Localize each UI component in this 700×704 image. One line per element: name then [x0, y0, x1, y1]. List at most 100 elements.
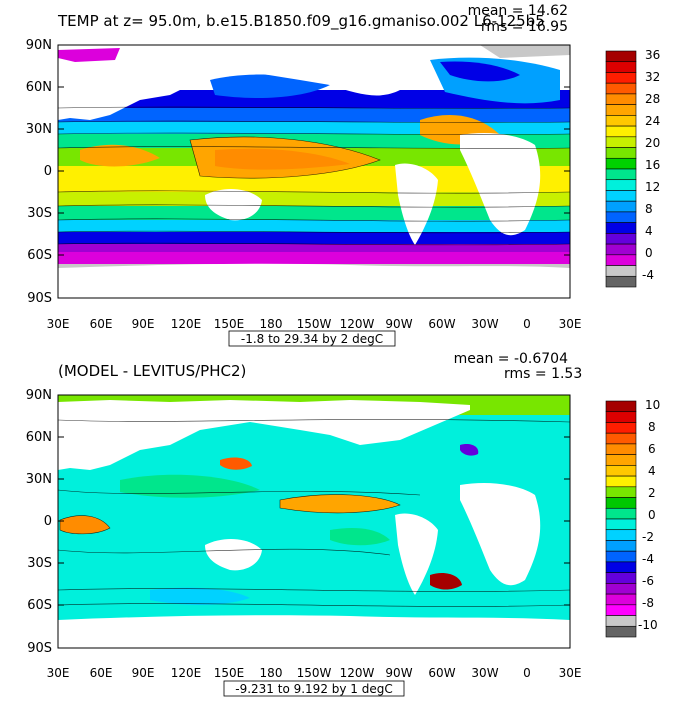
lon-label: 90W: [385, 317, 412, 331]
lat-label: 90S: [27, 291, 52, 306]
colorbar-swatch: [605, 604, 637, 616]
lon-label: 150E: [214, 317, 245, 331]
panel-title: (MODEL - LEVITUS/PHC2): [58, 362, 246, 380]
lon-label: 150W: [297, 666, 332, 680]
lat-label: 60S: [27, 248, 52, 263]
lon-label: 90E: [132, 666, 155, 680]
colorbar-label: -2: [642, 530, 654, 544]
colorbar-label: 12: [645, 180, 660, 194]
colorbar-swatch: [605, 475, 637, 488]
range-box: [223, 680, 405, 697]
colorbar-label: 10: [645, 398, 660, 412]
colorbar-label: -8: [642, 596, 654, 610]
colorbar-swatch: [605, 190, 637, 202]
lon-label: 60E: [90, 317, 113, 331]
colorbar-swatch: [605, 211, 637, 223]
lon-label: 60W: [428, 666, 455, 680]
latitude-labels: 90N 60N 30N 0 30S 60S 90S: [26, 388, 52, 656]
colorbar-label: 2: [648, 486, 656, 500]
lat-label: 30S: [27, 556, 52, 571]
colorbar-labels: 10 8 6 4 2 0 -2 -4 -6 -8 -10: [638, 398, 660, 632]
colorbar: [605, 50, 637, 288]
colorbar-label: -10: [638, 618, 658, 632]
range-label: -1.8 to 29.34 by 2 degC: [241, 332, 383, 346]
colorbar-label: -4: [642, 552, 654, 566]
rms-label: rms = 1.53: [504, 366, 582, 382]
lon-label: 30E: [47, 666, 70, 680]
lon-label: 0: [523, 317, 531, 331]
lon-label: 150W: [297, 317, 332, 331]
lon-label: 30E: [47, 317, 70, 331]
colorbar-swatch: [605, 400, 637, 413]
lat-label: 60S: [27, 598, 52, 613]
lon-label: 30E: [559, 666, 582, 680]
lon-label: 90E: [132, 317, 155, 331]
colorbar-swatch: [605, 222, 637, 234]
colorbar-swatch: [605, 529, 637, 541]
map-difference: (MODEL - LEVITUS/PHC2) mean = -0.6704 rm…: [26, 351, 660, 697]
colorbar-label: 4: [648, 464, 656, 478]
colorbar-label: 36: [645, 48, 660, 62]
colorbar-swatch: [605, 93, 637, 105]
mean-label: mean = -0.6704: [454, 351, 568, 367]
colorbar-label: 32: [645, 70, 660, 84]
lon-label: 180: [260, 317, 283, 331]
lon-label: 60E: [90, 666, 113, 680]
lat-label: 90N: [26, 388, 52, 403]
colorbar-swatch: [605, 615, 637, 627]
colorbar-label: 8: [645, 202, 653, 216]
colorbar-swatch: [605, 454, 637, 466]
colorbar: [605, 400, 637, 638]
mean-label: mean = 14.62: [468, 3, 568, 19]
lon-label: 90W: [385, 666, 412, 680]
panel-title: TEMP at z= 95.0m, b.e15.B1850.f09_g16.gm…: [57, 12, 545, 31]
colorbar-swatch: [605, 411, 637, 423]
lon-label: 30W: [471, 317, 498, 331]
lat-label: 30S: [27, 206, 52, 221]
colorbar-swatch: [605, 136, 637, 148]
colorbar-label: 6: [648, 442, 656, 456]
colorbar-swatch: [605, 275, 637, 288]
colorbar-swatch: [605, 432, 637, 445]
colorbar-swatch: [605, 422, 637, 434]
lon-label: 60W: [428, 317, 455, 331]
difference-field: [58, 395, 570, 648]
colorbar-swatch: [605, 572, 637, 584]
rms-label: rms = 16.95: [481, 19, 568, 35]
longitude-labels: 30E 60E 90E 120E 150E 180 150W 120W 90W …: [47, 666, 582, 680]
lat-label: 90S: [27, 641, 52, 656]
panel-temperature: TEMP at z= 95.0m, b.e15.B1850.f09_g16.gm…: [0, 0, 700, 350]
lat-label: 60N: [26, 430, 52, 445]
colorbar-swatch: [605, 147, 637, 159]
lat-label: 30N: [26, 122, 52, 137]
panel-difference: (MODEL - LEVITUS/PHC2) mean = -0.6704 rm…: [0, 350, 700, 700]
colorbar-swatch: [605, 583, 637, 595]
lat-label: 60N: [26, 80, 52, 95]
colorbar-label: 0: [648, 508, 656, 522]
colorbar-swatch: [605, 486, 637, 498]
map-temperature: TEMP at z= 95.0m, b.e15.B1850.f09_g16.gm…: [26, 3, 660, 347]
lon-label: 30E: [559, 317, 582, 331]
colorbar-label: 4: [645, 224, 653, 238]
lon-label: 0: [523, 666, 531, 680]
colorbar-swatch: [605, 550, 637, 563]
colorbar-swatch: [605, 233, 637, 245]
lat-label: 0: [44, 514, 52, 529]
colorbar-swatch: [605, 593, 637, 606]
latitude-labels: 90N 60N 30N 0 30S 60S 90S: [26, 38, 52, 306]
range-label: -9.231 to 9.192 by 1 degC: [235, 682, 393, 696]
lon-label: 120E: [171, 317, 202, 331]
longitude-labels: 30E 60E 90E 120E 150E 180 150W 120W 90W …: [47, 317, 582, 331]
lon-label: 120W: [340, 666, 375, 680]
colorbar-swatch: [605, 200, 637, 213]
colorbar-swatch: [605, 625, 637, 638]
range-box: [228, 330, 396, 347]
colorbar-label: 28: [645, 92, 660, 106]
colorbar-swatch: [605, 50, 637, 63]
colorbar-swatch: [605, 507, 637, 520]
colorbar-swatch: [605, 72, 637, 84]
colorbar-label: 0: [645, 246, 653, 260]
colorbar-swatch: [605, 179, 637, 191]
lat-label: 90N: [26, 38, 52, 53]
lon-label: 180: [260, 666, 283, 680]
